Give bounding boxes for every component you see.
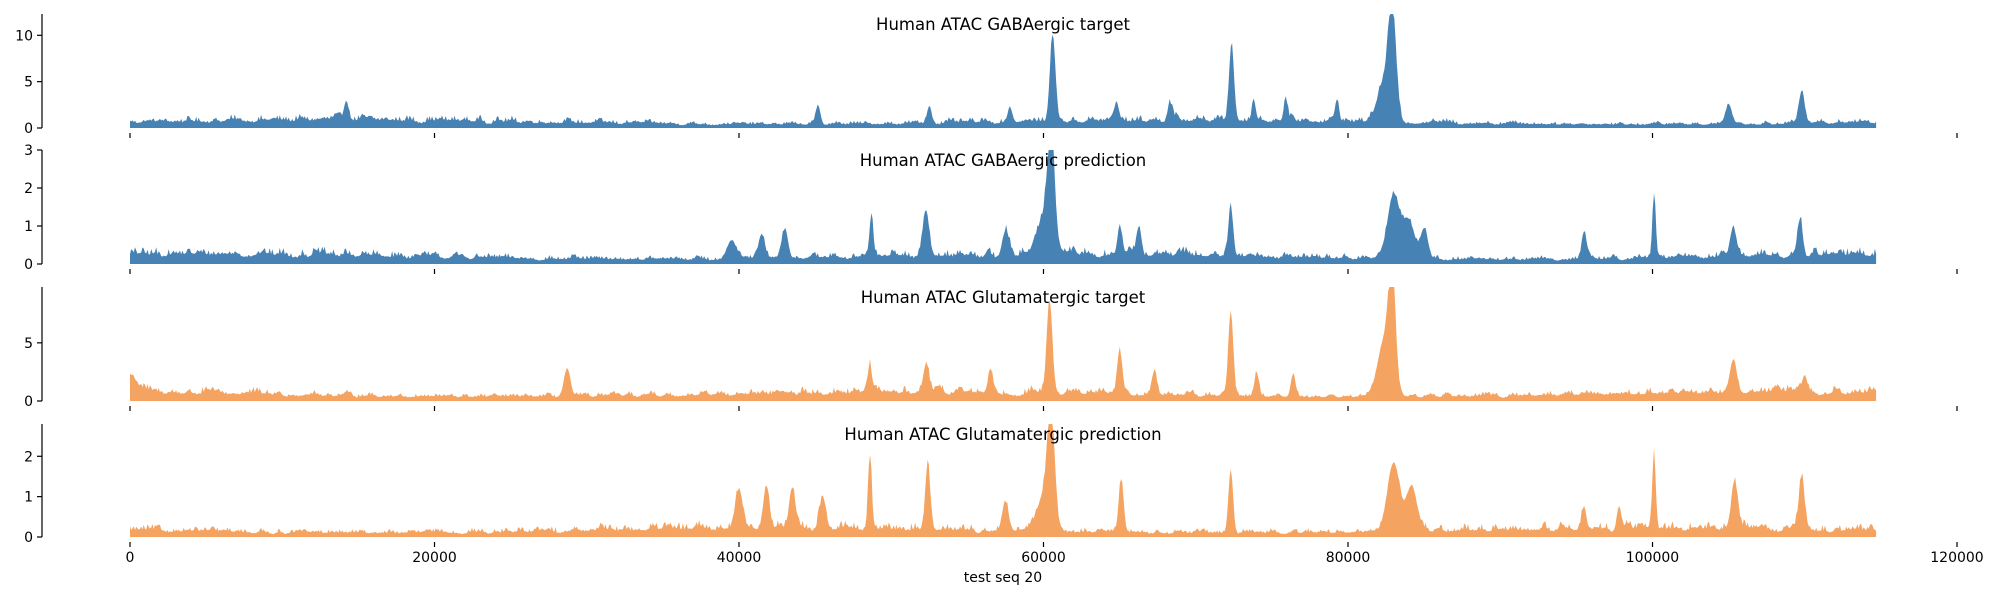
- x-tick-label: 80000: [1326, 550, 1371, 566]
- area-series-4: [130, 424, 1877, 537]
- panel-title: Human ATAC Glutamatergic prediction: [844, 425, 1161, 444]
- panel-3: 0 5 Human ATAC Glutamatergic target: [24, 287, 1958, 411]
- y-tick-label: 1: [24, 490, 33, 506]
- panel-2: 0 1 2 3 Human ATAC GABAergic prediction: [24, 143, 1958, 274]
- x-tick-label: 60000: [1021, 550, 1066, 566]
- y-tick-label: 5: [24, 75, 33, 91]
- x-tick-label: 100000: [1626, 550, 1679, 566]
- y-tick-label: 10: [15, 28, 33, 44]
- x-tick-label: 120000: [1930, 550, 1983, 566]
- x-tick-label: 20000: [412, 550, 457, 566]
- x-tick-label: 40000: [717, 550, 762, 566]
- y-tick-label: 2: [24, 449, 33, 465]
- y-tick-label: 0: [24, 121, 33, 137]
- y-tick-label: 2: [24, 181, 33, 197]
- panel-1: 0 5 10 Human ATAC GABAergic target: [15, 14, 1958, 138]
- y-tick-label: 0: [24, 394, 33, 410]
- y-tick-label: 0: [24, 530, 33, 546]
- area-series-2: [130, 150, 1877, 264]
- y-tick-label: 0: [24, 257, 33, 273]
- x-tick-label: 0: [126, 550, 135, 566]
- panel-title: Human ATAC Glutamatergic target: [861, 288, 1146, 307]
- y-tick-label: 5: [24, 336, 33, 352]
- panel-4: 0 1 2 Human ATAC Glutamatergic prediction: [24, 424, 1958, 547]
- panel-title: Human ATAC GABAergic prediction: [860, 151, 1147, 170]
- x-axis-label: test seq 20: [964, 570, 1042, 586]
- y-tick-label: 1: [24, 219, 33, 235]
- panel-title: Human ATAC GABAergic target: [876, 15, 1130, 34]
- area-series-1: [130, 14, 1877, 128]
- area-series-3: [130, 287, 1877, 401]
- y-tick-label: 3: [24, 143, 33, 159]
